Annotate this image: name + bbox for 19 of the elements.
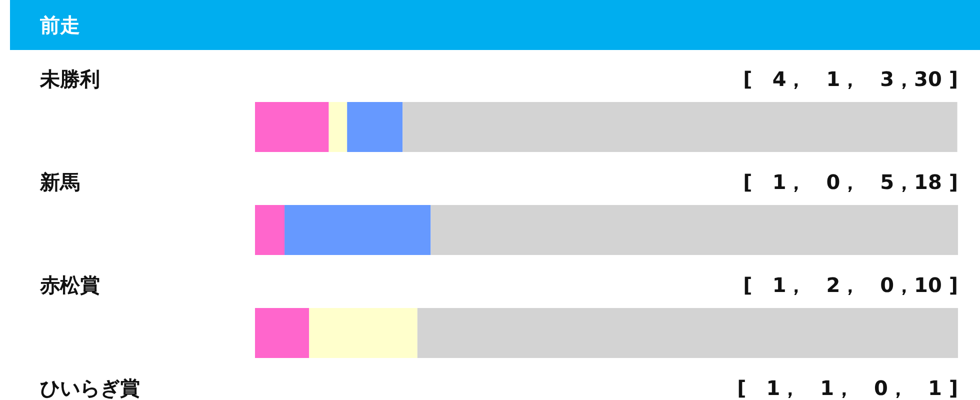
bar xyxy=(328,102,348,152)
bar xyxy=(347,102,403,152)
text: [ 4， 1， 3，30 ] xyxy=(743,67,958,91)
bar xyxy=(284,205,431,255)
bar xyxy=(255,205,285,255)
bar xyxy=(417,308,958,358)
bar xyxy=(255,102,329,152)
text: [ 1， 1， 0， 1 ] xyxy=(737,376,958,400)
text: [ 1， 0， 5，18 ] xyxy=(743,170,958,194)
text: 前走 xyxy=(39,13,80,37)
bar xyxy=(402,102,958,152)
bar xyxy=(309,308,418,358)
bar xyxy=(255,308,310,358)
y-tick-label: ひいらぎ賞 xyxy=(40,376,140,400)
y-tick-label: 赤松賞 xyxy=(39,273,100,297)
text: [ 1， 2， 0，10 ] xyxy=(743,273,958,297)
bar xyxy=(430,205,958,255)
y-tick-label: 未勝利 xyxy=(39,67,100,91)
y-tick-label: 新馬 xyxy=(39,170,80,194)
